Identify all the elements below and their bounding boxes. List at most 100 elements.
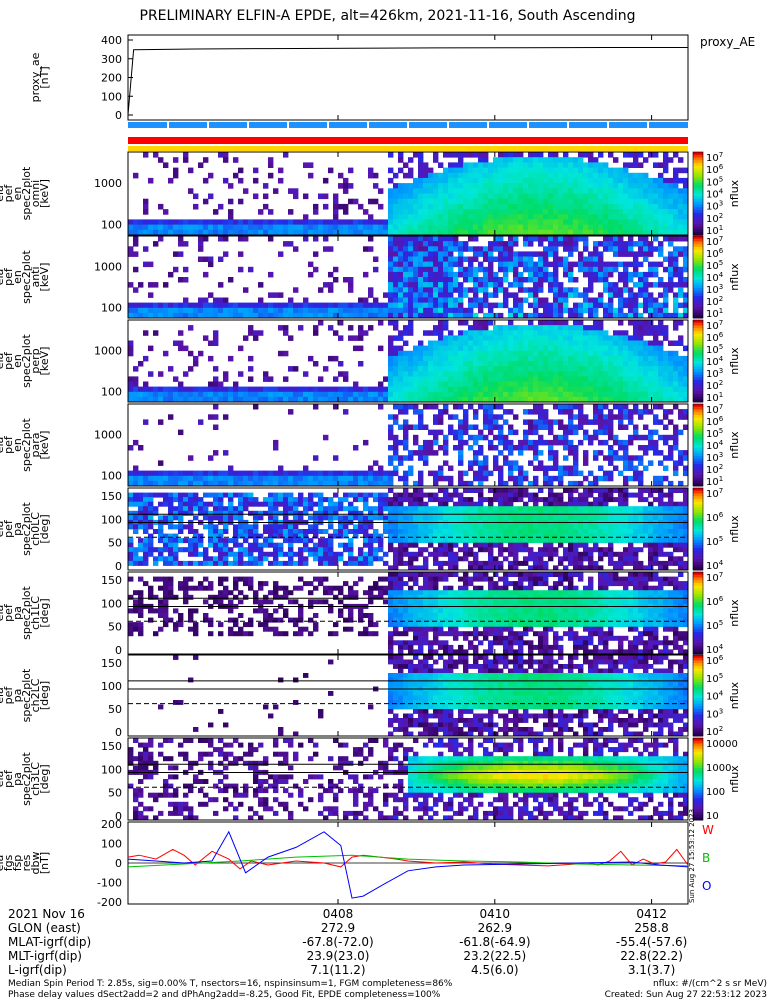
colorbar-cell xyxy=(693,223,703,228)
spectrogram-cell xyxy=(623,445,629,451)
spectrogram-cell xyxy=(443,229,449,236)
spectrogram-cell xyxy=(563,350,569,357)
spectrogram-cell xyxy=(543,188,549,194)
spectrogram-cell xyxy=(523,287,529,293)
spectrogram-cell xyxy=(643,391,649,398)
spectrogram-cell xyxy=(563,429,569,436)
spectrogram-cell xyxy=(563,198,569,205)
spectrogram-cell xyxy=(133,266,139,273)
spectrogram-cell xyxy=(458,381,464,387)
spectrogram-cell xyxy=(683,355,689,362)
spectrogram-cell xyxy=(453,297,459,303)
spectrogram-cell xyxy=(583,434,589,441)
spectrogram-cell xyxy=(513,167,519,174)
spectrogram-cell xyxy=(678,167,684,174)
spectrogram-cell xyxy=(553,371,559,377)
spectrogram-cell xyxy=(243,470,249,477)
spectrogram-cell xyxy=(273,524,279,530)
spectrogram-cell xyxy=(563,424,569,430)
spectrogram-cell xyxy=(628,381,634,387)
spectrogram-cell xyxy=(178,345,184,352)
spectrogram-cell xyxy=(418,183,424,189)
spectrogram-cell xyxy=(563,214,569,220)
spectrogram-cell xyxy=(268,376,274,382)
spectrogram-cell xyxy=(388,340,394,346)
spectrogram-cell xyxy=(633,157,639,163)
spectrogram-cell xyxy=(418,307,424,314)
spectrogram-cell xyxy=(518,214,524,220)
spectrogram-cell xyxy=(538,209,544,215)
spectrogram-cell xyxy=(218,381,224,387)
spectrogram-cell xyxy=(173,302,179,309)
spectrogram-cell xyxy=(633,297,639,303)
spectrogram-cell xyxy=(648,429,654,436)
spectrogram-cell xyxy=(458,455,464,461)
spectrogram-cell xyxy=(618,177,624,184)
spectrogram-cell xyxy=(613,198,619,205)
spectrogram-cell xyxy=(678,188,684,194)
spectrogram-cell xyxy=(138,475,144,482)
spectrogram-cell xyxy=(433,307,439,314)
spectrogram-cell xyxy=(183,560,189,566)
spectrogram-cell xyxy=(448,465,454,471)
spectrogram-cell xyxy=(208,396,214,403)
spectrogram-cell xyxy=(398,355,404,362)
spectrogram-cell xyxy=(628,287,634,293)
spectrogram-cell xyxy=(638,282,644,288)
colorbar-cell xyxy=(693,328,703,332)
spectrogram-cell xyxy=(368,246,374,252)
spectrogram-cell xyxy=(493,434,499,441)
spectrogram-cell xyxy=(218,501,224,507)
spectrogram-cell xyxy=(183,229,189,236)
spectrogram-cell xyxy=(658,307,664,314)
spectrogram-cell xyxy=(508,355,514,362)
spectrogram-cell xyxy=(228,510,234,516)
spectrogram-cell xyxy=(528,214,534,220)
spectrogram-cell xyxy=(608,183,614,189)
spectrogram-cell xyxy=(238,551,244,557)
spectrogram-cell xyxy=(468,386,474,393)
spectrogram-cell xyxy=(393,297,399,303)
colorbar-cell xyxy=(693,176,703,181)
spectrogram-cell xyxy=(433,157,439,163)
spectrogram-cell xyxy=(563,404,569,410)
spectrogram-cell xyxy=(528,152,534,158)
spectrogram-cell xyxy=(413,261,419,268)
spectrogram-cell xyxy=(503,261,509,268)
spectrogram-cell xyxy=(588,386,594,393)
spectrogram-cell xyxy=(148,492,154,498)
spectrogram-cell xyxy=(633,470,639,477)
spectrogram-cell xyxy=(238,492,244,498)
spectrogram-cell xyxy=(663,424,669,430)
spectrogram-cell xyxy=(353,510,359,516)
spectrogram-cell xyxy=(563,157,569,163)
spectrogram-cell xyxy=(608,246,614,252)
spectrogram-cell xyxy=(263,371,269,377)
spectrogram-cell xyxy=(633,335,639,341)
spectrogram-cell xyxy=(188,386,194,393)
spectrogram-cell xyxy=(198,307,204,314)
spectrogram-cell xyxy=(338,497,344,503)
spectrogram-cell xyxy=(528,236,534,242)
spectrogram-cell xyxy=(633,162,639,168)
colorbar-cell xyxy=(693,215,703,219)
spectrogram-cell xyxy=(603,386,609,393)
spectrogram-cell xyxy=(583,376,589,382)
spectrogram-cell xyxy=(618,439,624,446)
spectrogram-cell xyxy=(448,172,454,179)
spectrogram-cell xyxy=(428,302,434,309)
spectrogram-cell xyxy=(268,529,274,534)
spectrogram-cell xyxy=(158,236,164,242)
spectrogram-cell xyxy=(523,162,529,168)
spectrogram-cell xyxy=(468,214,474,220)
spectrogram-cell xyxy=(473,177,479,184)
spectrogram-cell xyxy=(293,312,299,319)
spectrogram-cell xyxy=(573,386,579,393)
spectrogram-cell xyxy=(473,282,479,288)
spectrogram-cell xyxy=(578,251,584,257)
spectrogram-cell xyxy=(223,307,229,314)
spectrogram-cell xyxy=(503,330,509,336)
spectrogram-cell xyxy=(213,497,219,503)
spectrogram-cell xyxy=(148,177,154,184)
spectrogram-cell xyxy=(388,307,394,314)
